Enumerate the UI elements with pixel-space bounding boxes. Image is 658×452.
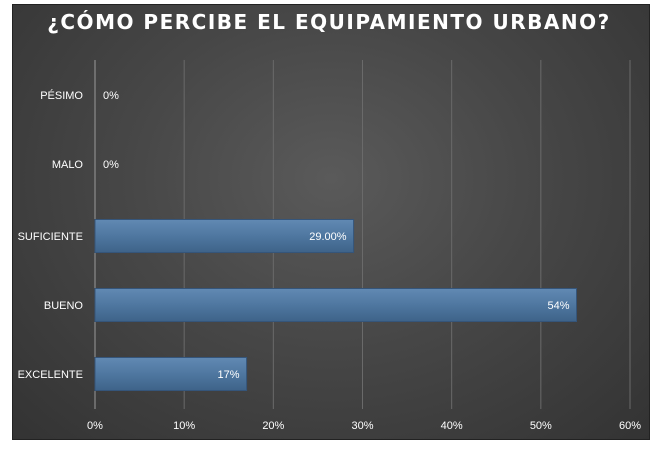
x-tick-label: 50% <box>530 420 552 432</box>
bar <box>94 219 355 253</box>
data-label: 17% <box>218 369 240 381</box>
x-tick-label: 40% <box>441 420 463 432</box>
x-tick-label: 60% <box>619 420 641 432</box>
x-tick-label: 30% <box>351 420 373 432</box>
category-label: PÉSIMO <box>40 89 83 102</box>
data-label: 54% <box>547 300 569 312</box>
category-label: MALO <box>52 159 84 171</box>
data-label: 29.00% <box>309 231 347 243</box>
bar <box>94 288 577 322</box>
bar <box>94 357 248 391</box>
x-tick-label: 10% <box>173 420 195 432</box>
category-label: EXCELENTE <box>18 369 83 381</box>
category-label: SUFICIENTE <box>18 231 83 243</box>
data-label: 0% <box>103 90 119 102</box>
x-tick-label: 0% <box>87 420 103 432</box>
x-tick-label: 20% <box>262 420 284 432</box>
category-label: BUENO <box>44 300 84 312</box>
data-label: 0% <box>103 159 119 171</box>
chart-title: ¿CÓMO PERCIBE EL EQUIPAMIENTO URBANO? <box>47 10 611 34</box>
